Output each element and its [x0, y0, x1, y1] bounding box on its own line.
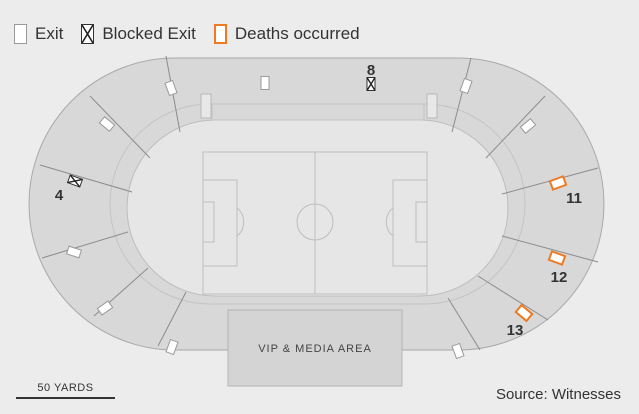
exit-marker: [98, 116, 116, 132]
top-stand-notch: [211, 103, 425, 121]
legend-label-blocked-exit: Blocked Exit: [102, 24, 196, 43]
scale-bar: 50 YARDS: [16, 382, 115, 399]
legend-item-exit: Exit: [14, 24, 63, 44]
legend-label-deaths: Deaths occurred: [234, 24, 360, 43]
exit-marker: [96, 300, 114, 316]
source-credit: Source: Witnesses: [495, 386, 621, 403]
vip-media-area-label: VIP & MEDIA AREA: [258, 343, 372, 355]
exit-marker: [165, 338, 179, 356]
stadium-inner-tier: [109, 103, 526, 305]
exit-marker: [519, 118, 537, 134]
legend-item-deaths: Deaths occurred: [213, 24, 360, 44]
death-exit-12: [547, 250, 567, 266]
exit-marker: [260, 76, 270, 90]
field-area: [126, 119, 509, 297]
gate-label-12: 12: [551, 269, 568, 286]
legend-label-exit: Exit: [35, 24, 64, 43]
top-stand-post-right: [426, 93, 438, 119]
gate-label-8: 8: [367, 62, 375, 79]
death-exit-11: [548, 175, 568, 191]
top-stand-post-left: [200, 93, 212, 119]
blocked-exit-8: [366, 77, 376, 91]
blocked-exit-4: [66, 174, 84, 188]
gate-label-4: 4: [55, 187, 64, 204]
vip-media-area: [227, 309, 403, 387]
blocked-exit-swatch-icon: [81, 24, 95, 44]
exit-marker: [459, 77, 473, 95]
gate-label-11: 11: [566, 190, 582, 207]
legend: Exit Blocked Exit Deaths occurred: [14, 22, 378, 46]
gate-label-13: 13: [507, 322, 524, 339]
legend-item-blocked-exit: Blocked Exit: [81, 24, 196, 44]
exit-marker: [65, 245, 83, 259]
death-swatch-icon: [213, 24, 227, 44]
exit-marker: [164, 79, 178, 97]
section-dividers: [39, 55, 599, 351]
exit-swatch-icon: [14, 24, 27, 44]
exits: [65, 76, 537, 360]
death-exit-13: [514, 303, 534, 323]
scale-bar-line: [16, 397, 115, 399]
scale-label: 50 YARDS: [37, 382, 94, 394]
exit-marker: [451, 342, 465, 360]
death-exits: [514, 175, 568, 323]
soccer-pitch: [202, 151, 428, 295]
